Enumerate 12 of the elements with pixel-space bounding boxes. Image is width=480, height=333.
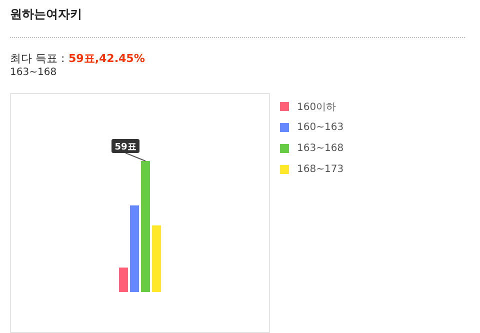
legend-label: 160~163	[296, 121, 344, 135]
bar	[130, 205, 139, 292]
data-label: 59표	[114, 142, 136, 152]
legend-label: 160이하	[296, 100, 338, 114]
legend-label: 163~168	[296, 142, 344, 156]
chart-subtitle: 최다 득표 : 59표,42.45%	[10, 52, 145, 65]
text: 163~168	[10, 67, 57, 78]
bar	[152, 225, 161, 292]
bar	[141, 161, 150, 292]
bar	[119, 268, 128, 292]
chart-title: 원하는여자키	[10, 6, 82, 23]
legend-label: 168~173	[296, 163, 344, 177]
